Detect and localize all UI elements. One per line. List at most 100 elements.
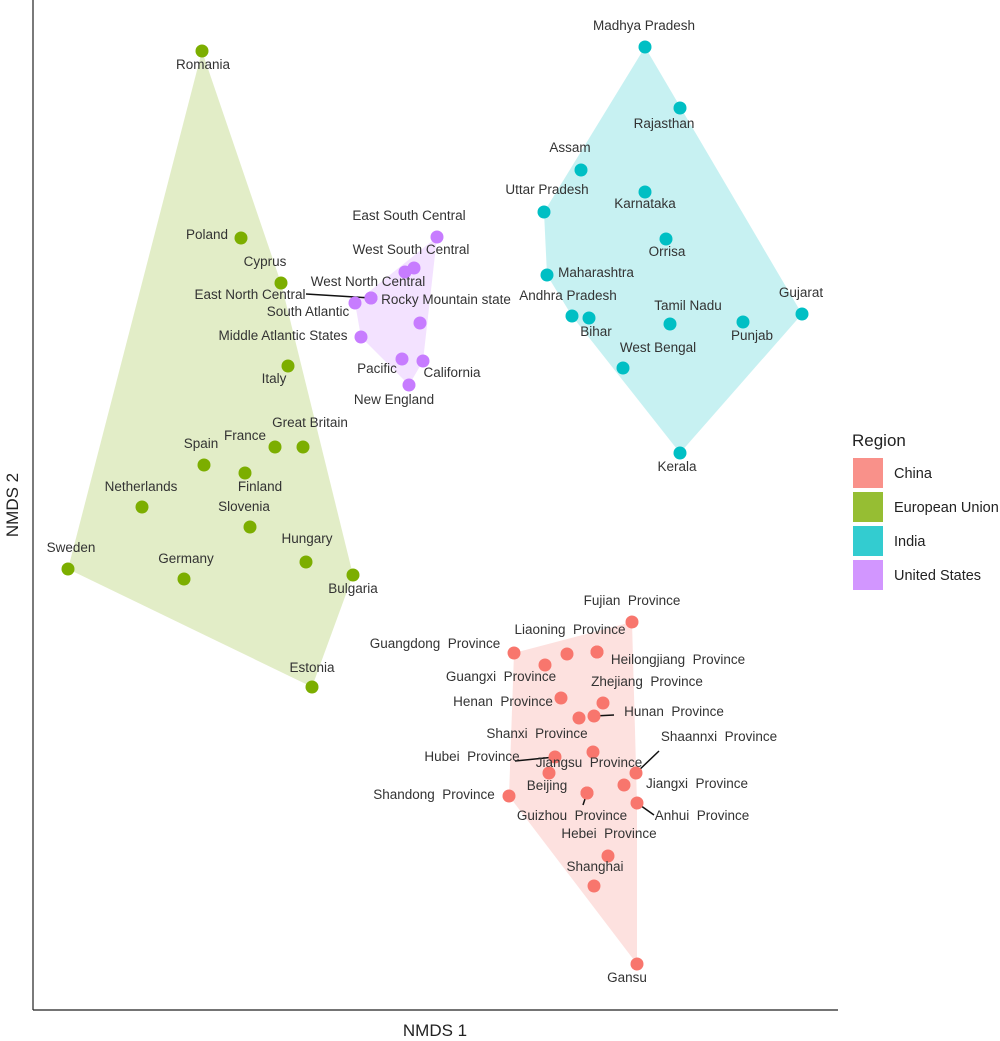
- label-gansu: Gansu: [607, 970, 647, 985]
- legend-label-china: China: [894, 466, 933, 482]
- point-european-union-estonia: [305, 680, 319, 694]
- label-west-north-central: West North Central: [311, 274, 426, 289]
- label-italy: Italy: [262, 371, 287, 386]
- point-china-zhejiang-province: [596, 696, 610, 710]
- point-european-union-hungary: [299, 555, 313, 569]
- label-bihar: Bihar: [580, 324, 612, 339]
- point-china-guangxi-province: [538, 658, 552, 672]
- label-poland: Poland: [186, 227, 228, 242]
- label-guangdong-province: Guangdong Province: [370, 636, 501, 651]
- label-guangxi-province: Guangxi Province: [446, 669, 556, 684]
- point-china-8: [572, 711, 586, 725]
- label-shanxi-province: Shanxi Province: [486, 726, 587, 741]
- label-pacific: Pacific: [357, 361, 397, 376]
- point-india-karnataka: [638, 185, 652, 199]
- legend-key-china: [853, 458, 883, 488]
- label-andhra-pradesh: Andhra Pradesh: [519, 288, 617, 303]
- region-hulls: [68, 47, 802, 964]
- point-european-union-italy: [281, 359, 295, 373]
- point-india-uttar-pradesh: [537, 205, 551, 219]
- point-european-union-romania: [195, 44, 209, 58]
- point-united-states-south-atlantic: [348, 296, 362, 310]
- point-united-states-rocky-mountain-state: [413, 316, 427, 330]
- point-china-guangdong-province: [507, 646, 521, 660]
- point-united-states-pacific: [395, 352, 409, 366]
- point-india-rajasthan: [673, 101, 687, 115]
- y-axis-title: NMDS 2: [3, 473, 22, 537]
- label-estonia: Estonia: [289, 660, 335, 675]
- legend-label-european-union: European Union: [894, 500, 999, 516]
- point-united-states-2: [398, 265, 412, 279]
- point-labels: Fujian Province Liaoning Province Guangdon…: [47, 18, 824, 985]
- label-karnataka: Karnataka: [614, 196, 676, 211]
- point-china-heilongjiang-province: [590, 645, 604, 659]
- point-china-guizhou-province: [580, 786, 594, 800]
- label-henan-province: Henan Province: [453, 694, 553, 709]
- point-india-gujarat: [795, 307, 809, 321]
- point-china-gansu: [630, 957, 644, 971]
- point-india-madhya-pradesh: [638, 40, 652, 54]
- point-united-states-california: [416, 354, 430, 368]
- point-china-hubei-province: [548, 750, 562, 764]
- point-european-union-france: [268, 440, 282, 454]
- point-european-union-spain: [197, 458, 211, 472]
- label-madhya-pradesh: Madhya Pradesh: [593, 18, 695, 33]
- point-china-shanghai: [587, 879, 601, 893]
- legend-key-india: [853, 526, 883, 556]
- point-european-union-bulgaria: [346, 568, 360, 582]
- label-uttar-pradesh: Uttar Pradesh: [505, 182, 588, 197]
- point-china-henan-province: [554, 691, 568, 705]
- label-hunan-province: Hunan Province: [624, 704, 724, 719]
- label-rocky-mountain-state: Rocky Mountain state: [381, 292, 511, 307]
- label-hebei-province: Hebei Province: [561, 826, 656, 841]
- label-west-bengal: West Bengal: [620, 340, 696, 355]
- point-india-west-bengal: [616, 361, 630, 375]
- leader-east-north-central: [305, 293, 372, 299]
- point-european-union-finland: [238, 466, 252, 480]
- label-south-atlantic: South Atlantic: [267, 304, 350, 319]
- point-china-shandong-province: [502, 789, 516, 803]
- legend-title: Region: [852, 431, 906, 450]
- point-china-jiangsu-province: [542, 766, 556, 780]
- label-beijing: Beijing: [527, 778, 568, 793]
- label-west-south-central: West South Central: [353, 242, 470, 257]
- point-india-bihar: [582, 311, 596, 325]
- point-united-states-middle-atlantic-states: [354, 330, 368, 344]
- point-india-orrisa: [659, 232, 673, 246]
- label-zhejiang-province: Zhejiang Province: [591, 674, 703, 689]
- legend-key-united-states: [853, 560, 883, 590]
- point-european-union-cyprus: [274, 276, 288, 290]
- point-india-punjab: [736, 315, 750, 329]
- point-china-hebei-province: [601, 849, 615, 863]
- label-east-south-central: East South Central: [352, 208, 465, 223]
- label-sweden: Sweden: [47, 540, 96, 555]
- point-european-union-germany: [177, 572, 191, 586]
- point-china-shanxi-province: [586, 745, 600, 759]
- label-hungary: Hungary: [281, 531, 332, 546]
- point-india-assam: [574, 163, 588, 177]
- label-assam: Assam: [549, 140, 590, 155]
- point-china-jiangxi-province: [617, 778, 631, 792]
- point-european-union-poland: [234, 231, 248, 245]
- label-great-britain: Great Britain: [272, 415, 348, 430]
- point-european-union-slovenia: [243, 520, 257, 534]
- label-romania: Romania: [176, 57, 231, 72]
- label-punjab: Punjab: [731, 328, 773, 343]
- label-kerala: Kerala: [657, 459, 697, 474]
- point-india-andhra-pradesh: [565, 309, 579, 323]
- label-new-england: New England: [354, 392, 434, 407]
- label-tamil-nadu: Tamil Nadu: [654, 298, 722, 313]
- label-guizhou-province: Guizhou Province: [517, 808, 627, 823]
- legend-key-european-union: [853, 492, 883, 522]
- label-germany: Germany: [158, 551, 214, 566]
- label-gujarat: Gujarat: [779, 285, 824, 300]
- label-fujian-province: Fujian Province: [584, 593, 681, 608]
- label-liaoning-province: Liaoning Province: [514, 622, 625, 637]
- point-china-anhui-province: [630, 796, 644, 810]
- label-jiangsu-province: Jiangsu Province: [536, 755, 643, 770]
- point-united-states-east-south-central: [430, 230, 444, 244]
- label-bulgaria: Bulgaria: [328, 581, 378, 596]
- legend-label-india: India: [894, 534, 926, 550]
- label-cyprus: Cyprus: [244, 254, 287, 269]
